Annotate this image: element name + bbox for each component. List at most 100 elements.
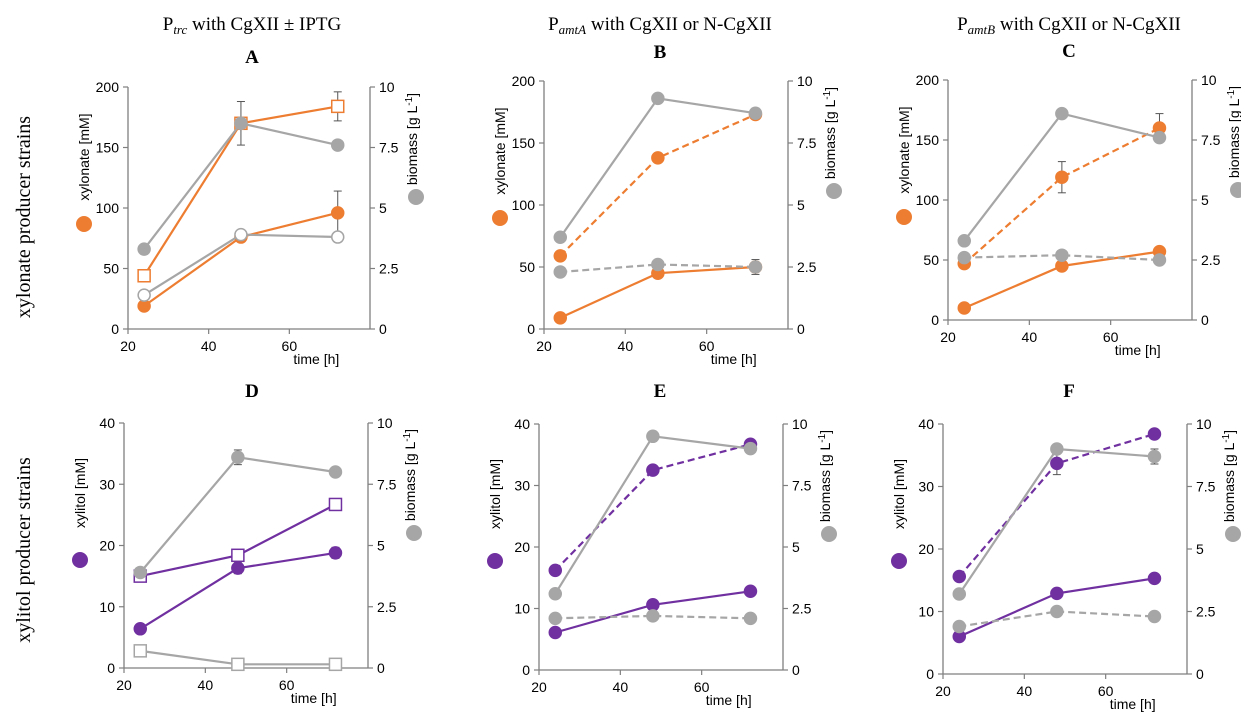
data-point [646,609,660,623]
y2-tick-label: 7.5 [1201,132,1221,148]
y2-axis-legend-marker [826,183,842,199]
series [952,442,1162,601]
x-tick-label: 40 [201,338,217,354]
row-labels: xylonate producer strains xylitol produce… [13,116,35,643]
y2-tick-label: 7.5 [1196,479,1216,495]
x-axis-label: time [h] [293,351,339,367]
series [957,113,1167,271]
data-point [330,230,345,244]
y2-tick-label: 7.5 [379,140,399,156]
y2-axis-legend-marker [1225,526,1241,542]
y-axis-legend-marker [72,552,88,568]
y2-label-main: biomass [g L [817,443,833,523]
y-tick-label: 0 [107,660,115,676]
panel-letter: C [1062,41,1076,62]
y2-label-superscript: -1 [822,90,833,99]
data-point [234,227,248,242]
panel-letter: B [654,42,667,63]
y-tick-label: 200 [512,73,536,89]
y-tick-label: 0 [522,662,530,678]
y2-label-end: ] [1226,86,1241,90]
y2-tick-label: 7.5 [792,478,812,494]
x-tick-label: 60 [694,679,710,695]
y2-tick-label: 7.5 [377,476,397,492]
series-line [963,127,1160,265]
x-tick-label: 40 [618,338,634,354]
data-point [1055,170,1069,184]
series [957,248,1167,267]
series-line [559,113,756,257]
column-title-subscript: trc [173,22,187,37]
y2-tick-label: 0 [797,321,805,337]
data-point [548,625,563,640]
y-tick-label: 0 [926,666,934,682]
y-tick-label: 100 [96,200,120,216]
y-tick-label: 150 [916,132,940,148]
y2-label-superscript: -1 [817,433,828,442]
y2-label-main: biomass [g L [1221,443,1237,523]
data-point [553,249,568,263]
data-point [328,657,343,672]
data-point [1055,248,1069,262]
panel-letter: E [654,381,667,402]
panel-letter: F [1063,381,1075,402]
data-point [957,250,972,265]
data-point [748,260,763,274]
y2-axis-label: biomass [g L-1] [1226,86,1241,178]
y2-label-end: ] [822,87,838,91]
data-point [651,91,665,106]
y2-tick-label: 0 [379,321,387,337]
column-title-base: P [163,14,174,35]
y2-label-superscript: -1 [1226,89,1237,98]
column-title-rest: with CgXII ± IPTG [187,14,341,35]
x-tick-label: 20 [536,338,552,354]
column-title-rest: with CgXII or N-CgXII [586,14,772,35]
series [133,546,343,636]
y2-label-end: ] [817,430,833,434]
y-axis-legend-marker [492,210,508,226]
data-point [553,265,568,279]
column-title-base: P [548,14,559,35]
data-point [133,622,148,636]
x-tick-label: 20 [935,683,951,699]
y2-label-superscript: -1 [404,96,415,105]
y2-tick-label: 2.5 [792,601,812,617]
series-line [554,443,751,572]
column-title: PamtA with CgXII or N-CgXII [548,14,772,37]
x-tick-label: 20 [531,679,547,695]
data-point [748,106,763,120]
series [137,227,345,302]
x-tick-label: 60 [282,338,298,354]
x-tick-label: 60 [1098,683,1114,699]
y-tick-label: 30 [918,479,934,495]
data-point [646,463,660,477]
series-line [554,435,751,595]
y2-tick-label: 0 [377,660,385,676]
y-axis-label: xylitol [mM] [72,458,88,528]
y2-axis-legend-marker [1230,182,1241,198]
data-point [957,234,972,248]
series [133,449,343,580]
x-tick-label: 60 [279,677,295,693]
data-point [330,138,345,152]
y-tick-label: 10 [918,604,934,620]
y-tick-label: 50 [519,259,535,275]
y-tick-label: 0 [527,321,535,337]
x-tick-label: 20 [116,677,132,693]
data-point [1050,586,1064,601]
y-tick-label: 200 [96,79,120,95]
y-axis-label: xylonate [mM] [76,113,92,200]
y2-label-main: biomass [g L [402,442,418,522]
y2-tick-label: 5 [377,538,385,554]
data-point [231,548,245,563]
y-tick-label: 30 [514,478,530,494]
series [137,190,345,313]
y-tick-label: 30 [99,476,115,492]
y-tick-label: 40 [514,416,530,432]
data-point [1147,427,1162,441]
y-tick-label: 50 [923,252,939,268]
